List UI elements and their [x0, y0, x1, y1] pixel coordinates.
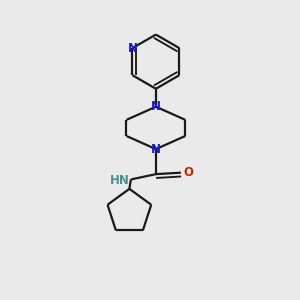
Text: N: N	[151, 142, 161, 156]
Text: HN: HN	[110, 173, 129, 187]
Text: O: O	[183, 166, 193, 179]
Text: N: N	[151, 100, 161, 113]
Text: N: N	[128, 42, 137, 55]
